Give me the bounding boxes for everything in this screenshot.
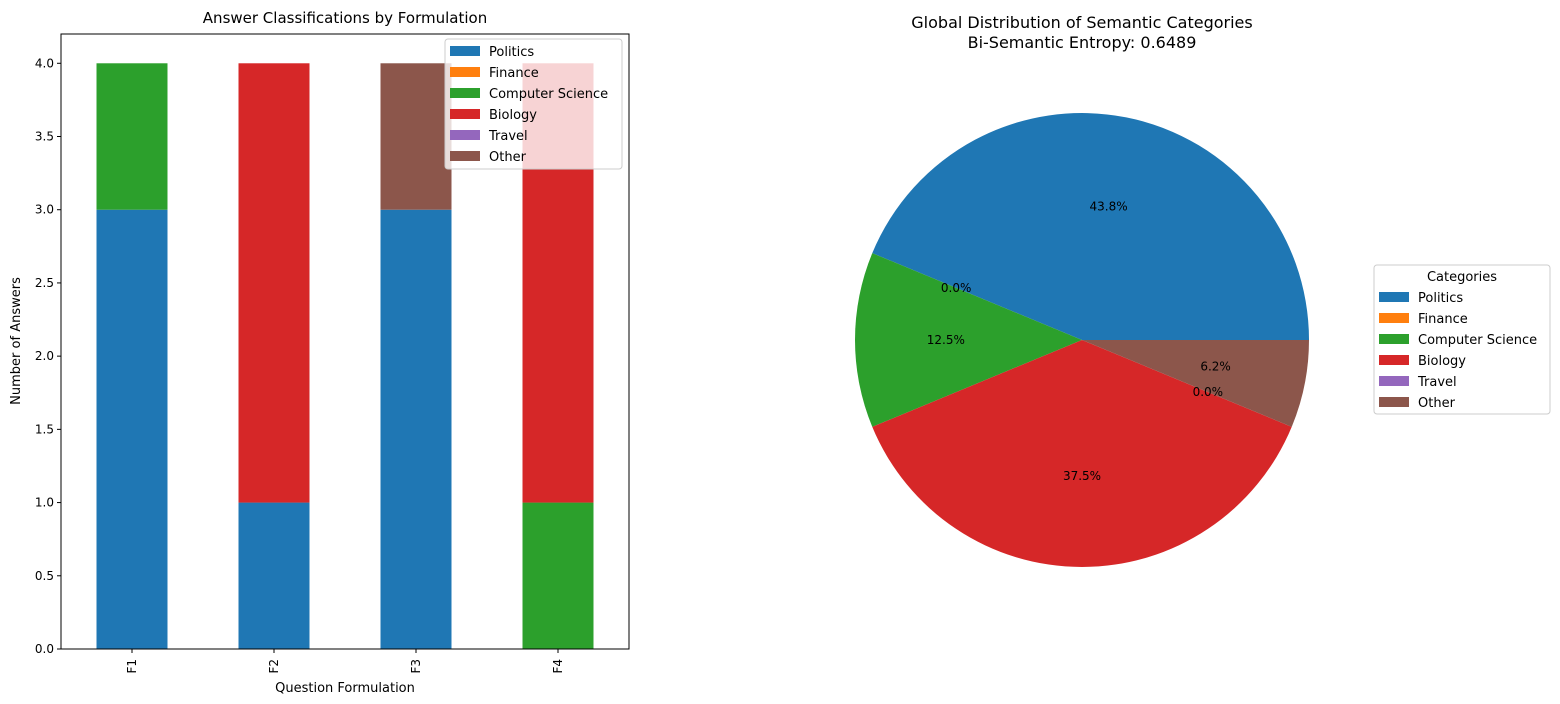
- bar-chart-title: Answer Classifications by Formulation: [203, 9, 487, 27]
- pie-slices: [854, 113, 1309, 567]
- x-axis-ticks: F1 F2 F3 F4: [125, 649, 565, 674]
- pie-pct-label: 0.0%: [1193, 385, 1224, 399]
- legend-label: Biology: [489, 108, 537, 123]
- legend-frame: [1373, 264, 1551, 415]
- x-tick-label: F2: [267, 659, 281, 674]
- stacked-bar-chart: Answer Classifications by Formulation 0.…: [9, 9, 630, 696]
- legend-title: Categories: [1427, 270, 1497, 285]
- pie-chart-subtitle: Bi-Semantic Entropy: 0.6489: [968, 33, 1197, 52]
- bar-segment-politics: [238, 502, 310, 649]
- pie-chart: Global Distribution of Semantic Categori…: [854, 13, 1551, 567]
- legend-label: Politics: [489, 45, 534, 60]
- x-axis-label: Question Formulation: [275, 681, 415, 696]
- legend-swatch: [450, 46, 480, 56]
- pie-legend: Categories Politics Finance Computer Scien…: [1373, 264, 1551, 415]
- pie-pct-label: 0.0%: [941, 281, 972, 295]
- bar-segment-other: [380, 63, 452, 210]
- pie-pct-label: 43.8%: [1090, 199, 1128, 213]
- x-tick-label: F1: [125, 659, 139, 674]
- legend-label: Politics: [1418, 291, 1463, 306]
- legend-swatch: [450, 67, 480, 77]
- pie-slice-biology: [872, 340, 1292, 567]
- y-tick-label: 1.5: [35, 422, 54, 436]
- pie-pct-label: 12.5%: [927, 333, 965, 347]
- legend-swatch: [450, 130, 480, 140]
- pie-slice-other: [1082, 340, 1309, 427]
- legend-swatch: [1379, 334, 1409, 344]
- y-axis-ticks: 0.0 0.5 1.0 1.5 2.0 2.5 3.0 3.5 4.0: [35, 56, 61, 656]
- x-tick-label: F4: [551, 659, 565, 674]
- legend-swatch: [450, 109, 480, 119]
- bar-segment-computer-science: [522, 502, 594, 649]
- bar-segment-biology: [238, 63, 310, 503]
- legend-label: Other: [1418, 396, 1456, 411]
- legend-label: Biology: [1418, 354, 1466, 369]
- bar-segment-computer-science: [96, 63, 168, 210]
- bar-marks: [96, 63, 594, 649]
- legend-swatch: [1379, 292, 1409, 302]
- legend-label: Computer Science: [1418, 333, 1537, 348]
- legend-label: Travel: [488, 129, 528, 144]
- legend-label: Finance: [1418, 312, 1468, 327]
- legend-label: Other: [489, 150, 527, 165]
- y-tick-label: 2.0: [35, 349, 54, 363]
- x-tick-label: F3: [409, 659, 423, 674]
- y-tick-label: 0.5: [35, 569, 54, 583]
- pie-chart-title: Global Distribution of Semantic Categori…: [911, 13, 1252, 32]
- legend-swatch: [1379, 355, 1409, 365]
- pie-slice-politics: [872, 113, 1309, 340]
- y-tick-label: 4.0: [35, 56, 54, 70]
- bar-segment-politics: [96, 209, 168, 649]
- legend-swatch: [450, 88, 480, 98]
- pie-pct-label: 6.2%: [1200, 360, 1231, 374]
- plot-frame: [60, 33, 630, 650]
- y-tick-label: 3.0: [35, 203, 54, 217]
- y-tick-label: 1.0: [35, 496, 54, 510]
- legend-swatch: [1379, 313, 1409, 323]
- pie-slice-computer-science: [854, 253, 1082, 427]
- pie-labels: 43.8% 0.0% 12.5% 37.5% 0.0% 6.2%: [927, 199, 1231, 483]
- y-tick-label: 2.5: [35, 276, 54, 290]
- pie-pct-label: 37.5%: [1063, 469, 1101, 483]
- legend-label: Finance: [489, 66, 539, 81]
- legend-swatch: [450, 151, 480, 161]
- legend-swatch: [1379, 397, 1409, 407]
- legend-swatch: [1379, 376, 1409, 386]
- legend-label: Computer Science: [489, 87, 608, 102]
- bar-legend: Politics Finance Computer Science Biology Tr…: [444, 38, 623, 170]
- legend-frame: [444, 38, 623, 170]
- y-axis-label: Number of Answers: [9, 277, 24, 405]
- y-tick-label: 0.0: [35, 642, 54, 656]
- legend-label: Travel: [1417, 375, 1457, 390]
- bar-segment-politics: [380, 209, 452, 649]
- y-tick-label: 3.5: [35, 130, 54, 144]
